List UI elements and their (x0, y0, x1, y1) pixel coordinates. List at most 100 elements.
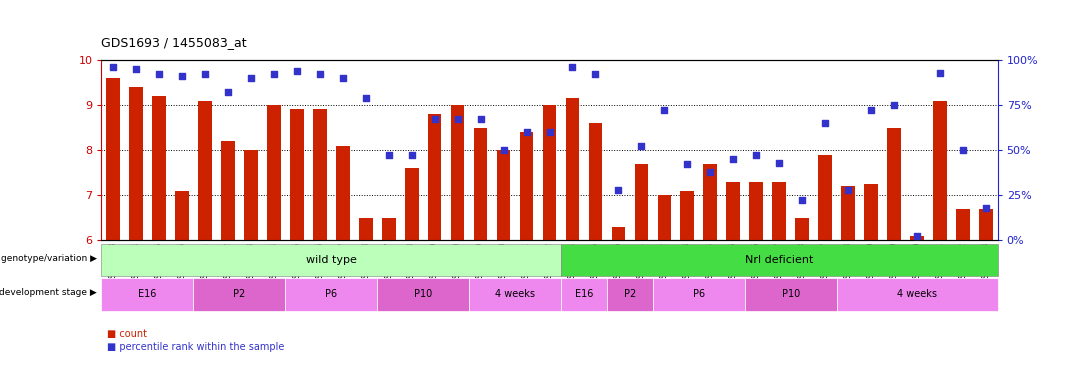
Bar (653, 278, 745, 311)
Point (840, 187, 857, 193)
Point (173, 73, 190, 79)
Text: GDS1693 / 1455083_at: GDS1693 / 1455083_at (101, 36, 246, 49)
Bar (175, 190, 189, 240)
Bar (290, 110, 304, 240)
Point (219, 89, 236, 95)
Bar (727, 182, 740, 240)
Point (150, 71, 168, 77)
Point (633, 143, 650, 149)
Point (449, 116, 466, 122)
Point (127, 66, 144, 72)
Point (886, 102, 903, 108)
Bar (980, 209, 993, 240)
Bar (101, 278, 193, 311)
Bar (404, 168, 418, 240)
Bar (267, 105, 281, 240)
Point (702, 169, 719, 175)
Bar (635, 164, 649, 240)
Point (748, 152, 765, 158)
Text: genotype/variation ▶: genotype/variation ▶ (1, 254, 97, 262)
Bar (193, 278, 285, 311)
Bar (795, 217, 809, 240)
Point (312, 71, 329, 77)
Point (334, 75, 351, 81)
Text: development stage ▶: development stage ▶ (0, 288, 97, 297)
Bar (888, 128, 902, 240)
Bar (589, 123, 603, 240)
Point (816, 120, 833, 126)
Bar (428, 114, 442, 240)
Point (196, 71, 213, 77)
Text: P10: P10 (414, 290, 432, 299)
Point (380, 152, 397, 158)
Text: P6: P6 (325, 290, 337, 299)
Bar (681, 190, 695, 240)
Bar (543, 105, 556, 240)
Bar (773, 182, 786, 240)
Bar (313, 110, 327, 240)
Point (909, 233, 926, 239)
Point (679, 161, 696, 167)
Text: P2: P2 (233, 290, 245, 299)
Text: P2: P2 (624, 290, 636, 299)
Bar (129, 87, 143, 240)
Bar (607, 278, 653, 311)
Bar (101, 244, 561, 276)
Text: ■ count: ■ count (107, 329, 146, 339)
Bar (359, 217, 372, 240)
Bar (934, 100, 947, 240)
Text: 4 weeks: 4 weeks (897, 290, 937, 299)
Bar (221, 141, 235, 240)
Bar (611, 226, 625, 240)
Bar (520, 132, 534, 240)
Bar (566, 98, 579, 240)
Point (242, 75, 259, 81)
Point (288, 68, 305, 74)
Bar (745, 278, 837, 311)
Text: E16: E16 (138, 290, 157, 299)
Point (105, 64, 122, 70)
Point (426, 116, 443, 122)
Bar (657, 195, 671, 240)
Bar (561, 278, 607, 311)
Bar (703, 164, 717, 240)
Bar (864, 184, 878, 240)
Bar (152, 96, 165, 240)
Point (656, 107, 673, 113)
Bar (469, 278, 561, 311)
Point (977, 205, 994, 211)
Point (472, 116, 489, 122)
Text: 4 weeks: 4 weeks (495, 290, 535, 299)
Point (564, 64, 582, 70)
Bar (244, 150, 257, 240)
Bar (450, 105, 464, 240)
Point (541, 129, 558, 135)
Bar (842, 186, 855, 240)
Point (770, 160, 787, 166)
Point (955, 147, 972, 153)
Text: ■ percentile rank within the sample: ■ percentile rank within the sample (107, 342, 284, 352)
Bar (106, 78, 120, 240)
Bar (474, 128, 488, 240)
Bar (561, 244, 998, 276)
Bar (382, 217, 396, 240)
Point (266, 71, 283, 77)
Point (517, 129, 535, 135)
Text: P10: P10 (782, 290, 800, 299)
Bar (837, 278, 998, 311)
Point (794, 197, 811, 203)
Point (403, 152, 420, 158)
Text: P6: P6 (692, 290, 705, 299)
Bar (336, 146, 350, 240)
Point (931, 70, 949, 76)
Bar (956, 209, 970, 240)
Bar (818, 154, 832, 240)
Text: E16: E16 (575, 290, 593, 299)
Point (724, 156, 742, 162)
Bar (749, 182, 763, 240)
Text: Nrl deficient: Nrl deficient (745, 255, 813, 265)
Bar (197, 100, 211, 240)
Bar (285, 278, 377, 311)
Bar (910, 236, 924, 240)
Point (587, 71, 604, 77)
